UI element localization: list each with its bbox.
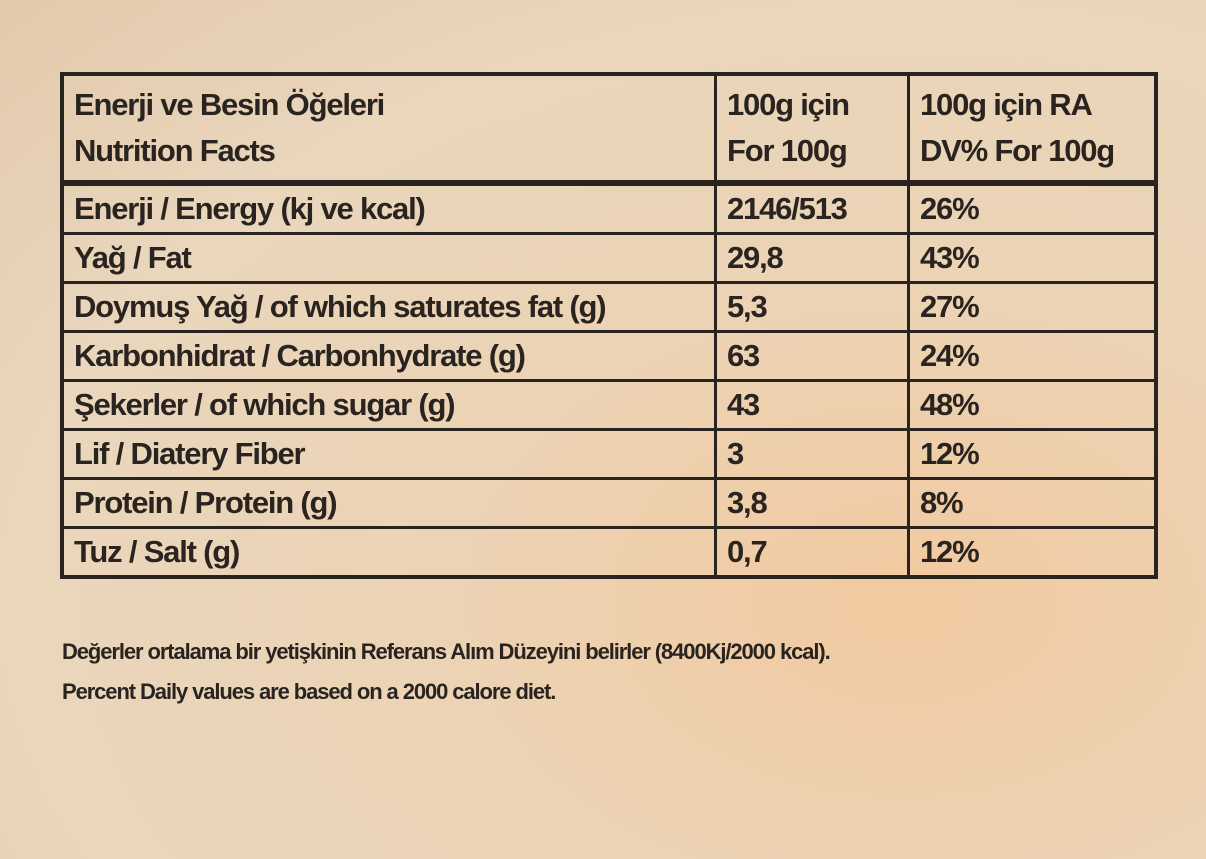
table-cell: 0,7: [714, 526, 910, 579]
table-cell: Lif / Diatery Fiber: [60, 428, 717, 480]
table-row: Karbonhidrat / Carbonhydrate (g) 63 24%: [60, 330, 1158, 382]
nutrition-table: Enerji ve Besin Öğeleri Nutrition Facts 10…: [60, 72, 1158, 579]
table-cell: Doymuş Yağ / of which saturates fat (g): [60, 281, 717, 333]
header-line: 100g için: [727, 87, 850, 122]
table-row: Protein / Protein (g) 3,8 8%: [60, 477, 1158, 529]
table-cell: 5,3: [714, 281, 910, 333]
table-cell: 8%: [907, 477, 1158, 529]
table-row: Tuz / Salt (g) 0,7 12%: [60, 526, 1158, 579]
header-line: Enerji ve Besin Öğeleri: [74, 87, 385, 122]
table-row: Doymuş Yağ / of which saturates fat (g) 5…: [60, 281, 1158, 333]
header-line: Nutrition Facts: [74, 133, 276, 168]
table-row: Yağ / Fat 29,8 43%: [60, 232, 1158, 284]
table-cell: Protein / Protein (g): [60, 477, 717, 529]
footnote-line: Değerler ortalama bir yetişkinin Referan…: [62, 639, 831, 664]
table-cell: 63: [714, 330, 910, 382]
table-cell: 43%: [907, 232, 1158, 284]
table-cell: Tuz / Salt (g): [60, 526, 717, 579]
table-body: Enerji ve Besin Öğeleri Nutrition Facts 10…: [60, 72, 1158, 579]
table-cell: Yağ / Fat: [60, 232, 717, 284]
table-cell: Şekerler / of which sugar (g): [60, 379, 717, 431]
table-cell: 27%: [907, 281, 1158, 333]
table-cell: 43: [714, 379, 910, 431]
table-row: Lif / Diatery Fiber 3 12%: [60, 428, 1158, 480]
header-line: 100g için RA: [920, 87, 1093, 122]
table-row: Enerji / Energy (kj ve kcal) 2146/513 26%: [60, 181, 1158, 235]
nutrition-label: Enerji ve Besin Öğeleri Nutrition Facts 10…: [60, 72, 1158, 579]
footnote: Değerler ortalama bir yetişkinin Referan…: [62, 632, 831, 712]
header-line: DV% For 100g: [920, 133, 1115, 168]
table-cell: 26%: [907, 181, 1158, 235]
table-cell: Enerji / Energy (kj ve kcal): [60, 181, 717, 235]
table-cell: 48%: [907, 379, 1158, 431]
table-cell: 2146/513: [714, 181, 910, 235]
table-cell: 12%: [907, 428, 1158, 480]
table-cell: 24%: [907, 330, 1158, 382]
header-line: For 100g: [727, 133, 848, 168]
header-row: Enerji ve Besin Öğeleri Nutrition Facts 10…: [60, 72, 1158, 186]
table-cell: 3,8: [714, 477, 910, 529]
header-cell: 100g için RA DV% For 100g: [907, 72, 1158, 186]
table-row: Şekerler / of which sugar (g) 43 48%: [60, 379, 1158, 431]
table-cell: 29,8: [714, 232, 910, 284]
header-cell: Enerji ve Besin Öğeleri Nutrition Facts: [60, 72, 717, 186]
footnote-line: Percent Daily values are based on a 2000…: [62, 679, 556, 704]
table-cell: 3: [714, 428, 910, 480]
header-cell: 100g için For 100g: [714, 72, 910, 186]
table-cell: Karbonhidrat / Carbonhydrate (g): [60, 330, 717, 382]
table-cell: 12%: [907, 526, 1158, 579]
